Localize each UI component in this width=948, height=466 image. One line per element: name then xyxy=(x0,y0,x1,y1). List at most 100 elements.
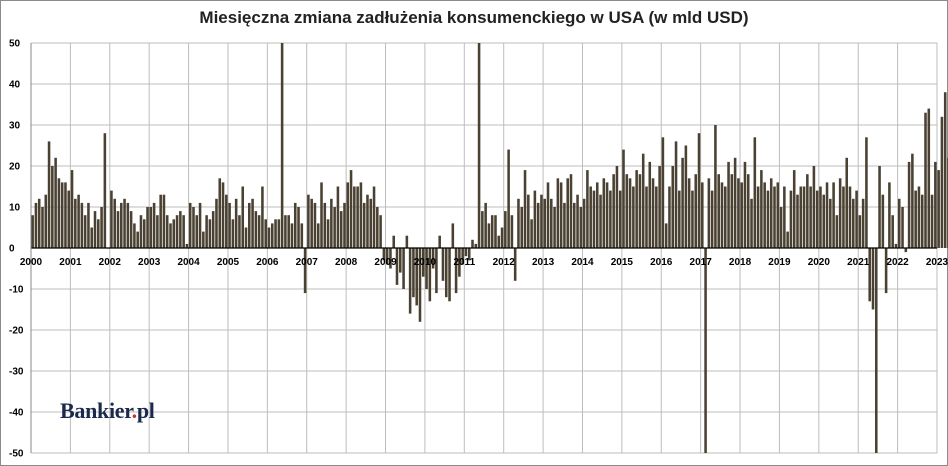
bar xyxy=(412,248,415,298)
bar xyxy=(248,202,251,248)
bar xyxy=(339,211,343,248)
bar xyxy=(264,219,267,248)
bar xyxy=(97,219,100,248)
bar xyxy=(313,202,317,248)
bar xyxy=(520,207,524,248)
x-tick-label: 2022 xyxy=(886,257,909,268)
bar xyxy=(113,198,116,248)
bankier-logo: Bankier.pl xyxy=(60,398,155,423)
bar xyxy=(881,194,885,248)
bar xyxy=(211,211,215,248)
bar xyxy=(185,243,189,248)
bar xyxy=(678,190,681,248)
bar xyxy=(428,248,432,302)
bar xyxy=(563,202,566,248)
bar xyxy=(842,186,845,248)
bar xyxy=(320,182,323,248)
x-tick-label: 2011 xyxy=(453,257,475,268)
bar xyxy=(586,170,589,248)
bar xyxy=(34,202,38,248)
bar xyxy=(395,248,399,285)
bar xyxy=(572,202,576,248)
y-tick-label: -50 xyxy=(9,449,24,460)
bar xyxy=(93,211,97,248)
bar xyxy=(592,190,596,248)
x-tick-label: 2017 xyxy=(690,257,713,268)
bar xyxy=(146,207,149,248)
bar xyxy=(904,248,908,253)
bar xyxy=(628,178,632,248)
bar xyxy=(136,231,139,248)
x-tick-label: 2003 xyxy=(138,257,161,268)
bar xyxy=(819,186,822,248)
bar xyxy=(756,186,760,248)
axes xyxy=(30,43,937,453)
bar xyxy=(943,92,947,248)
bar xyxy=(635,170,638,248)
bar xyxy=(37,198,41,248)
bar xyxy=(330,198,333,248)
bar xyxy=(832,182,835,248)
bar xyxy=(920,194,924,248)
bar xyxy=(930,194,934,248)
bar xyxy=(763,182,766,248)
bar xyxy=(835,215,839,248)
bar xyxy=(861,198,865,248)
bar xyxy=(57,178,61,248)
bar xyxy=(658,166,661,248)
bar xyxy=(871,248,875,310)
y-tick-label: 0 xyxy=(9,244,15,255)
bar xyxy=(796,194,799,248)
bar xyxy=(277,219,281,248)
bar xyxy=(376,207,379,248)
bar xyxy=(307,194,310,248)
y-tick-label: 20 xyxy=(9,162,21,173)
bar xyxy=(894,243,898,248)
bar xyxy=(559,182,563,248)
bar xyxy=(182,215,185,248)
bar xyxy=(195,215,199,248)
bar xyxy=(566,178,569,248)
x-tick-label: 2021 xyxy=(847,257,870,268)
bar xyxy=(202,231,205,248)
bar xyxy=(103,133,107,248)
y-tick-label: 40 xyxy=(9,80,21,91)
y-tick-label: 50 xyxy=(9,39,21,50)
x-tick-label: 2002 xyxy=(99,257,122,268)
bar xyxy=(766,190,770,248)
bar xyxy=(605,182,609,248)
x-tick-label: 2016 xyxy=(650,257,673,268)
bar xyxy=(701,182,704,248)
bar xyxy=(356,186,359,248)
bar xyxy=(937,170,940,248)
bar xyxy=(897,198,901,248)
bar xyxy=(119,202,123,248)
bar xyxy=(129,211,133,248)
x-tick-label: 2019 xyxy=(768,257,791,268)
bar xyxy=(458,248,461,277)
x-tick-label: 2009 xyxy=(374,257,397,268)
bar xyxy=(156,215,159,248)
bar xyxy=(179,211,182,248)
bar xyxy=(159,194,162,248)
bar xyxy=(310,198,313,248)
bar xyxy=(648,161,652,248)
bar xyxy=(444,248,448,298)
bar xyxy=(165,215,169,248)
bar xyxy=(369,198,373,248)
bar xyxy=(822,194,826,248)
bar xyxy=(435,248,438,294)
x-tick-label: 2013 xyxy=(532,257,555,268)
x-tick-label: 2004 xyxy=(177,257,200,268)
bar xyxy=(792,170,796,248)
bar xyxy=(336,186,340,248)
bar xyxy=(162,194,166,248)
bar xyxy=(848,186,852,248)
bar xyxy=(891,215,894,248)
bar xyxy=(550,198,553,248)
bar xyxy=(753,137,757,248)
bar xyxy=(707,178,711,248)
bar xyxy=(901,207,904,248)
